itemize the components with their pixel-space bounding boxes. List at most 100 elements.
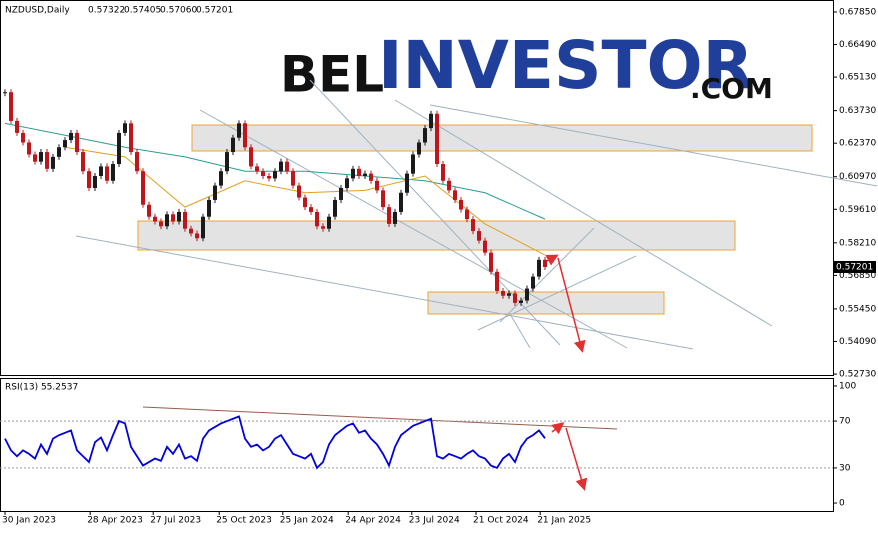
candle (99, 166, 103, 177)
candle (399, 192, 403, 212)
rsi-panel (0, 378, 834, 512)
candle (345, 178, 349, 188)
candle (123, 123, 127, 133)
candle (315, 211, 319, 227)
candle (375, 180, 379, 191)
price-tag (833, 260, 876, 273)
candle (165, 214, 169, 227)
ohlc-close: 0.57201 (196, 6, 233, 16)
candle (309, 207, 313, 212)
candle (237, 123, 241, 138)
candle (93, 176, 97, 188)
candle (297, 185, 301, 198)
candle (339, 187, 343, 200)
candle (351, 168, 355, 179)
candle (303, 197, 307, 208)
y-tick-label: 0.63730 (839, 106, 876, 116)
trend-line (429, 104, 878, 187)
candle (129, 123, 133, 153)
candle (141, 171, 145, 205)
candle (171, 214, 175, 222)
trend-line (199, 109, 628, 349)
candle (57, 147, 61, 157)
candle (483, 240, 487, 253)
rsi-trend-line (142, 406, 618, 430)
candle (207, 199, 211, 217)
candle (525, 288, 529, 301)
candle (495, 271, 499, 291)
zone (191, 124, 813, 152)
candle (225, 152, 229, 172)
candle (255, 166, 259, 172)
candle (9, 92, 13, 121)
candle (447, 180, 451, 191)
candle (411, 154, 415, 174)
logo-investor: INVESTOR (378, 27, 753, 104)
x-tick-label: 21 Oct 2024 (473, 516, 529, 526)
candle (291, 171, 295, 186)
candle (147, 204, 151, 217)
candle (213, 185, 217, 200)
ohlc-high: 0.57405 (124, 6, 161, 16)
y-tick-label: 0.55450 (839, 304, 876, 314)
candle (189, 228, 193, 234)
candle (519, 300, 523, 303)
candle (387, 207, 391, 224)
candle (51, 156, 55, 169)
candle (117, 132, 121, 165)
candle (543, 259, 547, 268)
candle (75, 132, 79, 153)
candle (201, 216, 205, 239)
y-tick-label: 0.62370 (839, 139, 876, 149)
candle (513, 293, 517, 303)
y-tick-label: 0.65130 (839, 73, 876, 83)
trend-line (394, 99, 773, 327)
candle (501, 290, 505, 296)
candle (423, 128, 427, 143)
trend-line (75, 235, 694, 350)
candle (327, 216, 331, 229)
rsi-title: RSI(13) 55.2537 (5, 383, 78, 393)
x-tick-label: 28 Apr 2023 (87, 516, 143, 526)
candle (153, 216, 157, 222)
candle (333, 199, 337, 217)
candle (471, 219, 475, 232)
candle (453, 190, 457, 200)
y-tick-label: 100 (839, 381, 856, 391)
candle (33, 154, 37, 162)
candle (363, 173, 367, 177)
zones (137, 124, 813, 315)
candle (435, 113, 439, 165)
candle (177, 211, 181, 222)
candle (273, 171, 277, 179)
candle (111, 164, 115, 181)
candle (429, 113, 433, 129)
candle (45, 152, 49, 169)
y-tick-label: 0.60970 (839, 172, 876, 182)
candle (321, 226, 325, 229)
zone (137, 220, 736, 251)
trend-line (499, 227, 595, 323)
logo-bel: BEL (280, 46, 384, 104)
candle (159, 221, 163, 227)
rsi-line (4, 415, 546, 470)
y-tick-label: 30 (839, 463, 851, 473)
candle (15, 120, 19, 133)
candle (381, 190, 385, 208)
candle (87, 171, 91, 188)
candle (105, 166, 109, 181)
x-tick-label: 23 Jul 2024 (409, 516, 460, 526)
y-tick-label: 0.54090 (839, 337, 876, 347)
candle (441, 164, 445, 181)
candle (27, 142, 31, 155)
candle (465, 209, 469, 220)
ohlc-open: 0.57322 (88, 6, 125, 16)
arrow (565, 427, 588, 491)
y-tick-label: 0.66490 (839, 40, 876, 50)
symbol: NZDUSD,Daily (5, 6, 70, 16)
y-tick-label: 0.59610 (839, 205, 876, 215)
candle (21, 132, 25, 143)
trend-line (509, 313, 531, 349)
y-tick-label: 0.67850 (839, 7, 876, 17)
